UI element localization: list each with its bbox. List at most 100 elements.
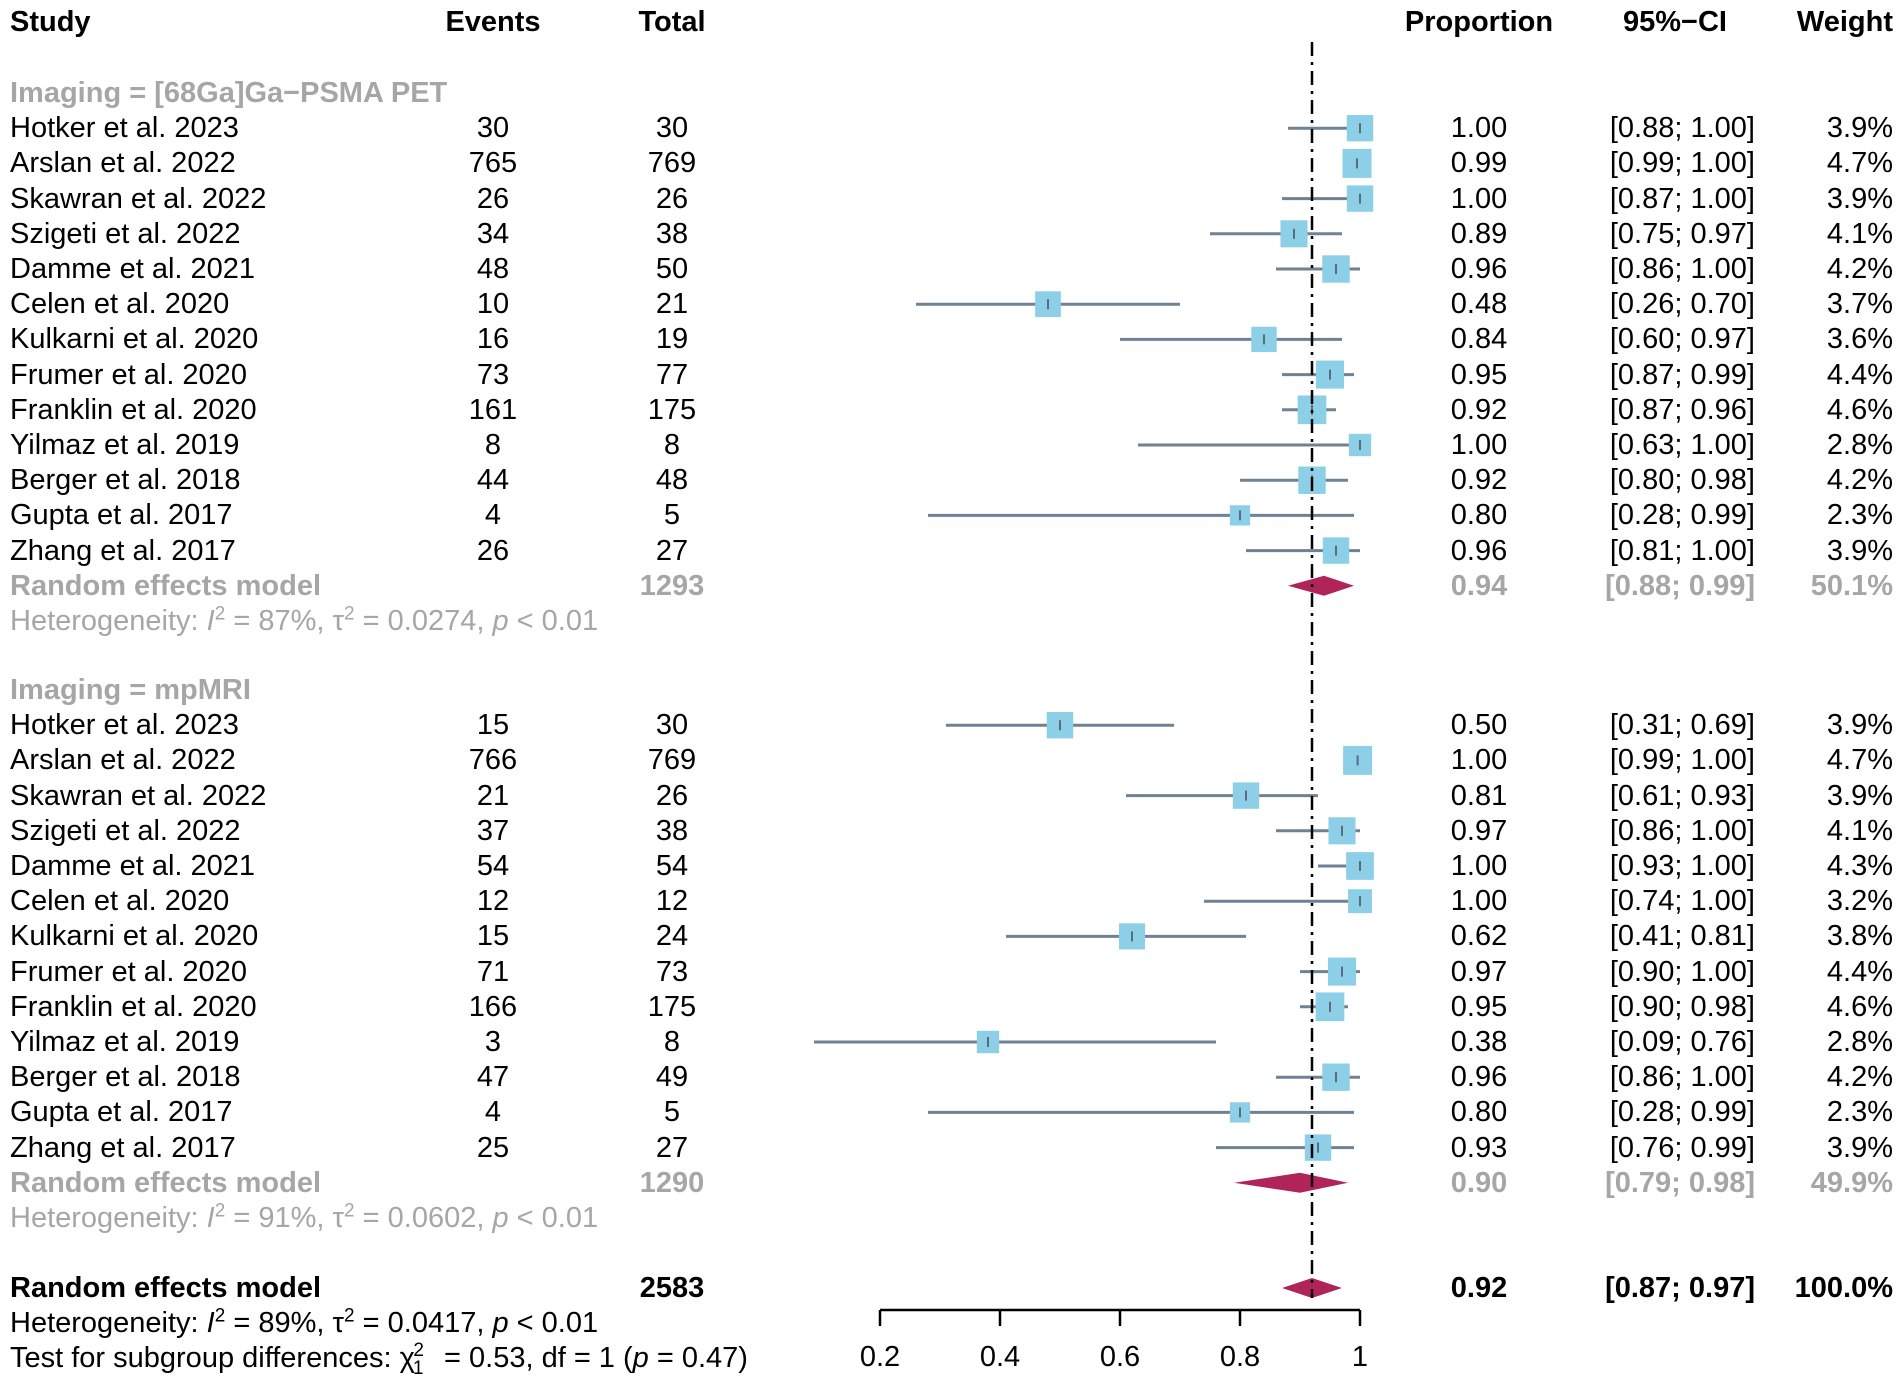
heterogeneity-prefix: Heterogeneity: — [10, 605, 207, 637]
header-study: Study — [10, 6, 91, 38]
study-proportion: 0.97 — [1450, 814, 1508, 847]
tau-exponent: 2 — [344, 1200, 355, 1222]
group-label: Imaging = mpMRI — [10, 674, 251, 706]
p-value: < 0.01 — [508, 1202, 599, 1234]
study-events: 37 — [476, 814, 510, 847]
study-total: 30 — [655, 709, 689, 742]
study-ci: [0.60; 0.97] — [1609, 323, 1755, 356]
study-name: Szigeti et al. 2022 — [10, 217, 241, 250]
study-ci: [0.80; 0.98] — [1609, 464, 1755, 497]
study-total: 8 — [663, 1026, 681, 1058]
study-proportion: 1.00 — [1450, 182, 1508, 215]
study-events: 161 — [468, 393, 518, 426]
study-weight: 2.8% — [1826, 429, 1893, 461]
summary-ci: [0.88; 0.99] — [1605, 569, 1755, 602]
p-symbol: p — [492, 605, 509, 637]
study-total: 54 — [655, 850, 689, 882]
i2-value: = 91%, — [225, 1202, 333, 1234]
study-events: 166 — [468, 990, 518, 1023]
study-proportion: 0.50 — [1450, 709, 1508, 742]
study-proportion: 0.38 — [1450, 1026, 1508, 1058]
summary-diamond — [1282, 1278, 1342, 1298]
study-weight: 4.4% — [1826, 955, 1893, 988]
study-ci: [0.81; 1.00] — [1609, 534, 1755, 567]
study-proportion: 0.95 — [1450, 990, 1508, 1023]
study-name: Zhang et al. 2017 — [10, 534, 236, 567]
study-ci: [0.86; 1.00] — [1609, 253, 1755, 285]
study-total: 175 — [647, 393, 697, 426]
study-proportion: 0.97 — [1450, 955, 1508, 988]
study-weight: 4.6% — [1826, 393, 1893, 426]
study-name: Gupta et al. 2017 — [10, 499, 233, 532]
study-total: 38 — [655, 217, 689, 250]
study-ci: [0.28; 0.99] — [1609, 499, 1755, 532]
study-events: 48 — [476, 253, 510, 285]
tau-symbol: τ — [332, 1307, 344, 1339]
study-proportion: 1.00 — [1450, 744, 1508, 777]
subgroup-test: Test for subgroup differences: χ12 = 0.5… — [10, 1341, 748, 1377]
study-name: Celen et al. 2020 — [10, 885, 230, 918]
group-heterogeneity: Heterogeneity: I2 = 91%, τ2 = 0.0602, p … — [10, 1201, 598, 1235]
i-symbol: I — [206, 1307, 215, 1339]
study-proportion: 0.92 — [1450, 393, 1508, 426]
study-weight: 4.6% — [1826, 990, 1893, 1023]
study-weight: 2.3% — [1826, 499, 1893, 532]
study-weight: 3.6% — [1826, 323, 1893, 356]
study-total: 769 — [647, 744, 697, 777]
study-events: 8 — [484, 429, 502, 461]
study-ci: [0.76; 0.99] — [1609, 1131, 1755, 1164]
chi-symbol: χ — [399, 1342, 415, 1374]
tau-symbol: τ — [332, 605, 344, 637]
study-ci: [0.87; 0.99] — [1609, 358, 1755, 391]
summary-total: 1293 — [639, 569, 705, 602]
study-proportion: 0.96 — [1450, 1061, 1508, 1094]
study-name: Damme et al. 2021 — [10, 253, 256, 285]
tau2-value: = 0.0274, — [354, 605, 493, 637]
study-ci: [0.41; 0.81] — [1609, 920, 1755, 953]
study-proportion: 0.81 — [1450, 779, 1508, 812]
study-name: Yilmaz et al. 2019 — [10, 1026, 240, 1058]
p-symbol: p — [632, 1342, 649, 1374]
study-name: Arslan et al. 2022 — [10, 147, 236, 180]
p-value: = 0.47) — [648, 1342, 748, 1374]
study-ci: [0.63; 1.00] — [1609, 429, 1755, 461]
study-events: 47 — [476, 1061, 510, 1094]
heterogeneity-prefix: Heterogeneity: — [10, 1307, 207, 1339]
study-weight: 4.2% — [1826, 464, 1893, 497]
study-events: 34 — [476, 217, 510, 250]
study-total: 49 — [655, 1061, 689, 1094]
study-total: 12 — [655, 885, 689, 918]
x-tick-label: 0.8 — [1220, 1341, 1260, 1373]
study-ci: [0.90; 1.00] — [1609, 955, 1755, 988]
study-events: 12 — [476, 885, 510, 918]
study-events: 30 — [476, 112, 510, 145]
study-ci: [0.90; 0.98] — [1609, 990, 1755, 1023]
study-events: 4 — [484, 499, 502, 532]
study-events: 73 — [476, 358, 510, 391]
study-total: 24 — [655, 920, 689, 953]
x-tick-label: 1 — [1352, 1341, 1368, 1373]
study-weight: 3.9% — [1826, 779, 1893, 812]
group-heterogeneity: Heterogeneity: I2 = 87%, τ2 = 0.0274, p … — [10, 604, 598, 638]
heterogeneity-prefix: Heterogeneity: — [10, 1202, 207, 1234]
study-events: 16 — [476, 323, 510, 356]
summary-ci: [0.87; 0.97] — [1605, 1272, 1755, 1304]
study-weight: 4.2% — [1826, 1061, 1893, 1094]
study-total: 26 — [655, 182, 689, 215]
study-ci: [0.86; 1.00] — [1609, 814, 1755, 847]
study-events: 3 — [484, 1026, 502, 1058]
study-ci: [0.31; 0.69] — [1609, 709, 1755, 742]
study-name: Damme et al. 2021 — [10, 850, 256, 882]
study-total: 5 — [663, 1096, 681, 1129]
study-weight: 3.9% — [1826, 112, 1893, 145]
study-name: Franklin et al. 2020 — [10, 990, 257, 1023]
i-symbol: I — [206, 605, 215, 637]
study-total: 73 — [655, 955, 689, 988]
study-events: 4 — [484, 1096, 502, 1129]
study-name: Yilmaz et al. 2019 — [10, 429, 240, 461]
study-weight: 4.2% — [1826, 253, 1893, 285]
tau-exponent: 2 — [344, 1305, 355, 1327]
study-events: 15 — [476, 920, 510, 953]
header-ci: 95%−CI — [1623, 6, 1727, 38]
